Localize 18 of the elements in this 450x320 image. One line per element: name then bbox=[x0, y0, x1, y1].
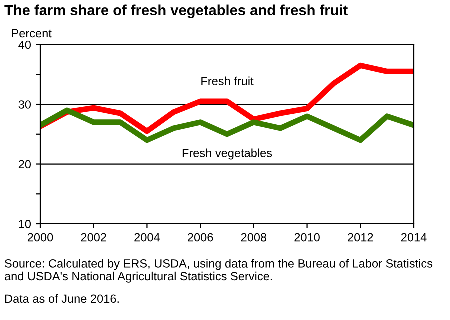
x-tick-label: 2006 bbox=[188, 233, 214, 242]
series-label: Fresh vegetables bbox=[182, 148, 272, 160]
x-tick-label: 2012 bbox=[348, 233, 374, 242]
y-tick-label: 20 bbox=[18, 160, 32, 169]
chart-title: The farm share of fresh vegetables and fresh fruit bbox=[4, 4, 348, 18]
y-tick-label: 30 bbox=[18, 100, 32, 109]
source-note: Source: Calculated by ERS, USDA, using data from the Bureau of Labor Statistics and USDA's National Agricultural Statistics Service. bbox=[5, 259, 433, 283]
x-tick-label: 2014 bbox=[401, 233, 427, 242]
y-tick-label: 10 bbox=[19, 220, 32, 228]
y-tick-label: 40 bbox=[18, 40, 32, 50]
x-tick-label: 2008 bbox=[241, 233, 267, 242]
y-axis-title: Percent bbox=[12, 29, 52, 38]
text: Data as of June 2016. bbox=[5, 294, 119, 304]
series-label: Fresh fruit bbox=[202, 76, 254, 86]
x-tick-label: 2010 bbox=[294, 233, 320, 242]
x-tick-label: 2002 bbox=[81, 233, 106, 242]
x-tick-label: 2000 bbox=[28, 233, 54, 242]
x-tick-label: 2004 bbox=[134, 233, 160, 242]
